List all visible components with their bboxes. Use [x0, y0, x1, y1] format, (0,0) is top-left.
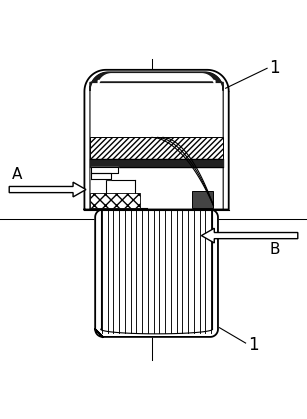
Polygon shape: [91, 167, 118, 173]
Polygon shape: [91, 173, 111, 179]
Text: 1: 1: [270, 59, 280, 77]
Polygon shape: [90, 159, 223, 166]
Polygon shape: [90, 72, 223, 91]
Bar: [192, 191, 213, 208]
Polygon shape: [98, 74, 215, 87]
Text: 1: 1: [248, 336, 259, 354]
FancyArrow shape: [9, 182, 86, 197]
Bar: [90, 137, 223, 159]
FancyArrow shape: [201, 228, 298, 243]
Bar: [90, 193, 140, 208]
Polygon shape: [95, 210, 218, 337]
Text: A: A: [12, 167, 22, 182]
Polygon shape: [84, 70, 229, 210]
Text: B: B: [270, 242, 280, 257]
